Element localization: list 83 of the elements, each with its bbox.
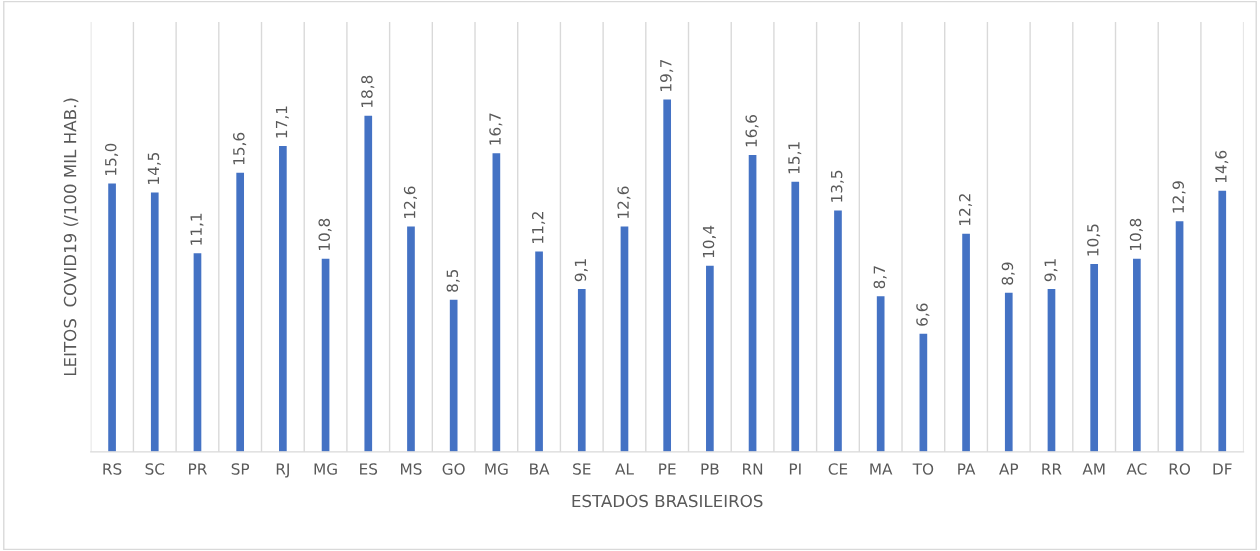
x-tick-label: MG bbox=[485, 463, 508, 475]
x-tick-label: PR bbox=[189, 463, 207, 475]
data-label: 18,8 bbox=[361, 75, 375, 108]
bar bbox=[663, 99, 672, 452]
data-label: 12,6 bbox=[617, 186, 631, 218]
data-label: 19,7 bbox=[660, 59, 674, 91]
data-label: 9,1 bbox=[1044, 259, 1058, 282]
bar bbox=[620, 226, 629, 452]
bar bbox=[279, 146, 287, 452]
bar bbox=[962, 233, 970, 452]
x-tick-label: SP bbox=[231, 463, 250, 475]
x-tick-label: AL bbox=[615, 463, 634, 475]
bar bbox=[876, 296, 885, 452]
bar bbox=[919, 333, 928, 452]
x-tick-label: MA bbox=[870, 463, 893, 475]
data-label: 12,9 bbox=[1172, 181, 1186, 213]
x-tick-label: PI bbox=[789, 463, 801, 475]
x-tick-label: GO bbox=[442, 463, 465, 475]
x-tick-label: AP bbox=[999, 463, 1019, 475]
x-tick-label: TO bbox=[912, 463, 934, 475]
x-tick-label: PA bbox=[958, 463, 976, 475]
bar bbox=[150, 192, 159, 452]
x-tick-label: RS bbox=[103, 463, 122, 475]
bar bbox=[492, 153, 501, 452]
x-tick-label: RN bbox=[743, 463, 763, 475]
x-tick-label: RR bbox=[1042, 463, 1062, 475]
x-tick-label: DF bbox=[1213, 463, 1232, 475]
x-tick-label: BA bbox=[530, 463, 550, 475]
bar bbox=[1133, 258, 1141, 452]
bar bbox=[1090, 264, 1099, 452]
x-tick-label: AM bbox=[1082, 463, 1105, 475]
data-label: 10,8 bbox=[318, 218, 332, 251]
x-tick-label: RO bbox=[1169, 463, 1191, 475]
data-label: 8,5 bbox=[446, 269, 460, 292]
data-label: 6,6 bbox=[916, 303, 930, 326]
bar bbox=[108, 183, 116, 452]
bar bbox=[236, 172, 245, 452]
bar bbox=[834, 210, 842, 452]
x-axis-title: ESTADOS BRASILEIROS bbox=[572, 494, 763, 508]
data-label: 12,2 bbox=[958, 194, 973, 226]
data-label: 15,0 bbox=[104, 143, 119, 175]
x-tick-label: ES bbox=[360, 463, 378, 475]
bar bbox=[1004, 292, 1013, 452]
data-label: 9,1 bbox=[574, 259, 588, 282]
bar bbox=[1047, 289, 1056, 452]
x-tick-label: PB bbox=[701, 463, 719, 475]
bar bbox=[193, 253, 202, 452]
bar bbox=[364, 115, 373, 452]
data-label: 15,6 bbox=[233, 132, 247, 165]
data-label: 13,5 bbox=[830, 170, 844, 202]
data-label: 15,1 bbox=[788, 142, 802, 174]
data-label: 11,1 bbox=[190, 213, 204, 245]
x-tick-label: SC bbox=[145, 463, 165, 475]
data-label: 16,7 bbox=[489, 113, 503, 145]
bar bbox=[407, 226, 415, 452]
x-tick-label: MG bbox=[314, 463, 337, 475]
data-label: 10,8 bbox=[1129, 218, 1143, 251]
bar bbox=[449, 299, 458, 452]
data-label: 8,9 bbox=[1001, 262, 1015, 285]
x-tick-label: MS bbox=[401, 463, 422, 475]
data-label: 17,1 bbox=[275, 106, 289, 138]
bar bbox=[748, 154, 757, 452]
x-tick-label: RJ bbox=[276, 463, 289, 478]
bar bbox=[321, 258, 330, 452]
data-label: 14,5 bbox=[147, 152, 161, 184]
bar bbox=[791, 181, 800, 452]
data-label: 14,6 bbox=[1215, 150, 1229, 183]
data-label: 10,4 bbox=[702, 225, 716, 258]
x-tick-label: PE bbox=[659, 463, 676, 475]
bar bbox=[1175, 221, 1184, 452]
bar bbox=[577, 289, 586, 452]
data-label: 8,7 bbox=[873, 266, 887, 289]
bar bbox=[1218, 190, 1227, 452]
data-label: 16,6 bbox=[745, 114, 759, 147]
data-label: 11,2 bbox=[531, 212, 546, 243]
data-label: 12,6 bbox=[403, 186, 417, 218]
data-label: 10,5 bbox=[1087, 224, 1101, 256]
x-tick-label: AC bbox=[1126, 463, 1147, 475]
x-tick-label: SE bbox=[573, 463, 591, 475]
bar bbox=[706, 265, 714, 452]
bar bbox=[535, 251, 543, 452]
y-axis-title: LEITOS COVID19 (/100 MIL HAB.) bbox=[63, 98, 79, 376]
x-tick-label: CE bbox=[828, 463, 848, 475]
